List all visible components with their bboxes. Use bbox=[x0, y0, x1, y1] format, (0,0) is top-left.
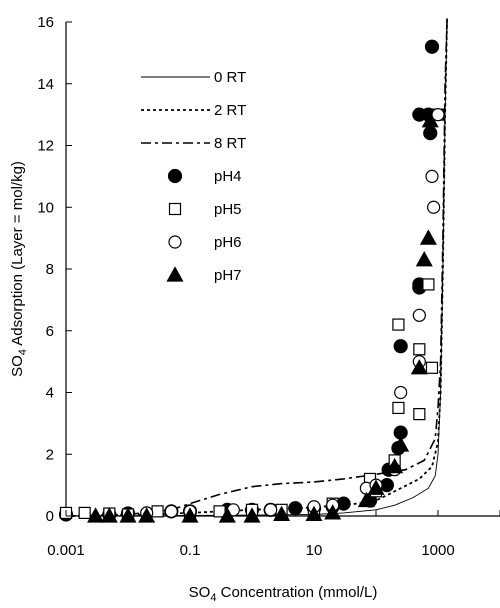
legend-label: 8 RT bbox=[214, 135, 246, 152]
x-axis-title: SO4 Concentration (mmol/L) bbox=[189, 584, 378, 604]
legend-label: pH6 bbox=[214, 234, 242, 251]
data-point-ph7 bbox=[410, 359, 428, 375]
y-tick-label: 12 bbox=[37, 138, 54, 155]
data-point-ph5 bbox=[413, 408, 426, 421]
data-point-ph6 bbox=[394, 385, 408, 400]
y-tick-label: 14 bbox=[37, 76, 54, 93]
data-point-ph4 bbox=[424, 39, 440, 54]
y-tick-label: 10 bbox=[37, 199, 54, 216]
data-point-ph7 bbox=[386, 457, 404, 474]
data-point-ph5 bbox=[425, 361, 439, 374]
data-point-ph5 bbox=[78, 506, 91, 520]
series-ph6 bbox=[140, 108, 445, 520]
legend-marker bbox=[168, 202, 182, 216]
legend-item-ph6: pH6 bbox=[168, 234, 242, 251]
y-tick-label: 4 bbox=[46, 385, 54, 402]
data-point-ph5 bbox=[392, 401, 405, 415]
data-point-ph7 bbox=[392, 436, 410, 452]
y-tick-label: 8 bbox=[46, 261, 54, 278]
y-tick-label: 6 bbox=[46, 323, 54, 340]
data-point-ph5 bbox=[392, 318, 405, 331]
data-point-ph6 bbox=[431, 108, 445, 122]
data-point-ph7 bbox=[100, 507, 118, 523]
series-ph7 bbox=[87, 112, 439, 523]
x-tick-label: 10 bbox=[306, 542, 323, 559]
legend-marker bbox=[167, 168, 183, 184]
data-point-ph7 bbox=[357, 491, 375, 508]
data-point-ph7 bbox=[273, 505, 291, 522]
data-point-ph7 bbox=[419, 229, 437, 245]
legend-label: 0 RT bbox=[214, 69, 246, 86]
data-point-ph7 bbox=[367, 479, 385, 495]
y-axis-title: SO4 Adsorption (Layer = mol/kg) bbox=[9, 161, 29, 377]
data-point-ph6 bbox=[425, 169, 439, 183]
legend-marker bbox=[166, 266, 184, 282]
series-ph4 bbox=[58, 39, 440, 522]
legend: 0 RT 2 RT 8 RT pH4 pH5 pH6 pH7 bbox=[141, 69, 246, 284]
data-point-ph7 bbox=[324, 504, 342, 520]
data-point-ph6 bbox=[164, 504, 178, 518]
axis-ticks: 0 2 4 6 8 10 12 14 16 0.001 0.1 10 1000 bbox=[37, 14, 500, 559]
data-point-ph6 bbox=[412, 308, 426, 322]
data-point-ph5 bbox=[151, 505, 164, 518]
data-markers bbox=[58, 39, 445, 523]
model-curves bbox=[65, 17, 448, 517]
legend-item-ph4: pH4 bbox=[167, 168, 242, 185]
data-point-ph7 bbox=[138, 507, 156, 523]
plot-frame bbox=[65, 22, 500, 517]
series-ph5 bbox=[59, 108, 445, 521]
x-tick-label: 0.001 bbox=[47, 542, 85, 559]
legend-item-ph5: pH5 bbox=[168, 201, 242, 218]
x-tick-label: 0.1 bbox=[180, 542, 201, 559]
y-tick-label: 2 bbox=[46, 446, 54, 463]
data-point-ph7 bbox=[415, 251, 433, 267]
legend-label: pH7 bbox=[214, 267, 242, 284]
data-point-ph6 bbox=[427, 200, 441, 214]
curve-8-rt bbox=[65, 17, 448, 517]
legend-marker bbox=[168, 235, 182, 249]
legend-label: pH4 bbox=[214, 168, 242, 185]
legend-label: 2 RT bbox=[214, 102, 246, 119]
curve-2-rt bbox=[65, 17, 448, 517]
legend-item-ph7: pH7 bbox=[166, 266, 242, 284]
data-point-ph7 bbox=[218, 507, 236, 523]
curve-0-rt bbox=[65, 17, 448, 517]
y-tick-label: 16 bbox=[37, 14, 54, 31]
data-point-ph4 bbox=[393, 339, 408, 354]
data-point-ph7 bbox=[421, 112, 439, 128]
data-point-ph4 bbox=[288, 501, 303, 516]
data-point-ph4 bbox=[423, 126, 438, 141]
axis-titles: SO4 Concentration (mmol/L) SO4 Adsorption… bbox=[9, 161, 377, 604]
data-point-ph5 bbox=[422, 278, 435, 291]
y-tick-label: 0 bbox=[46, 508, 54, 525]
data-point-ph5 bbox=[413, 343, 426, 356]
legend-label: pH5 bbox=[214, 201, 242, 218]
data-point-ph7 bbox=[87, 507, 105, 523]
data-point-ph6 bbox=[264, 503, 278, 517]
x-tick-label: 1000 bbox=[421, 542, 454, 559]
